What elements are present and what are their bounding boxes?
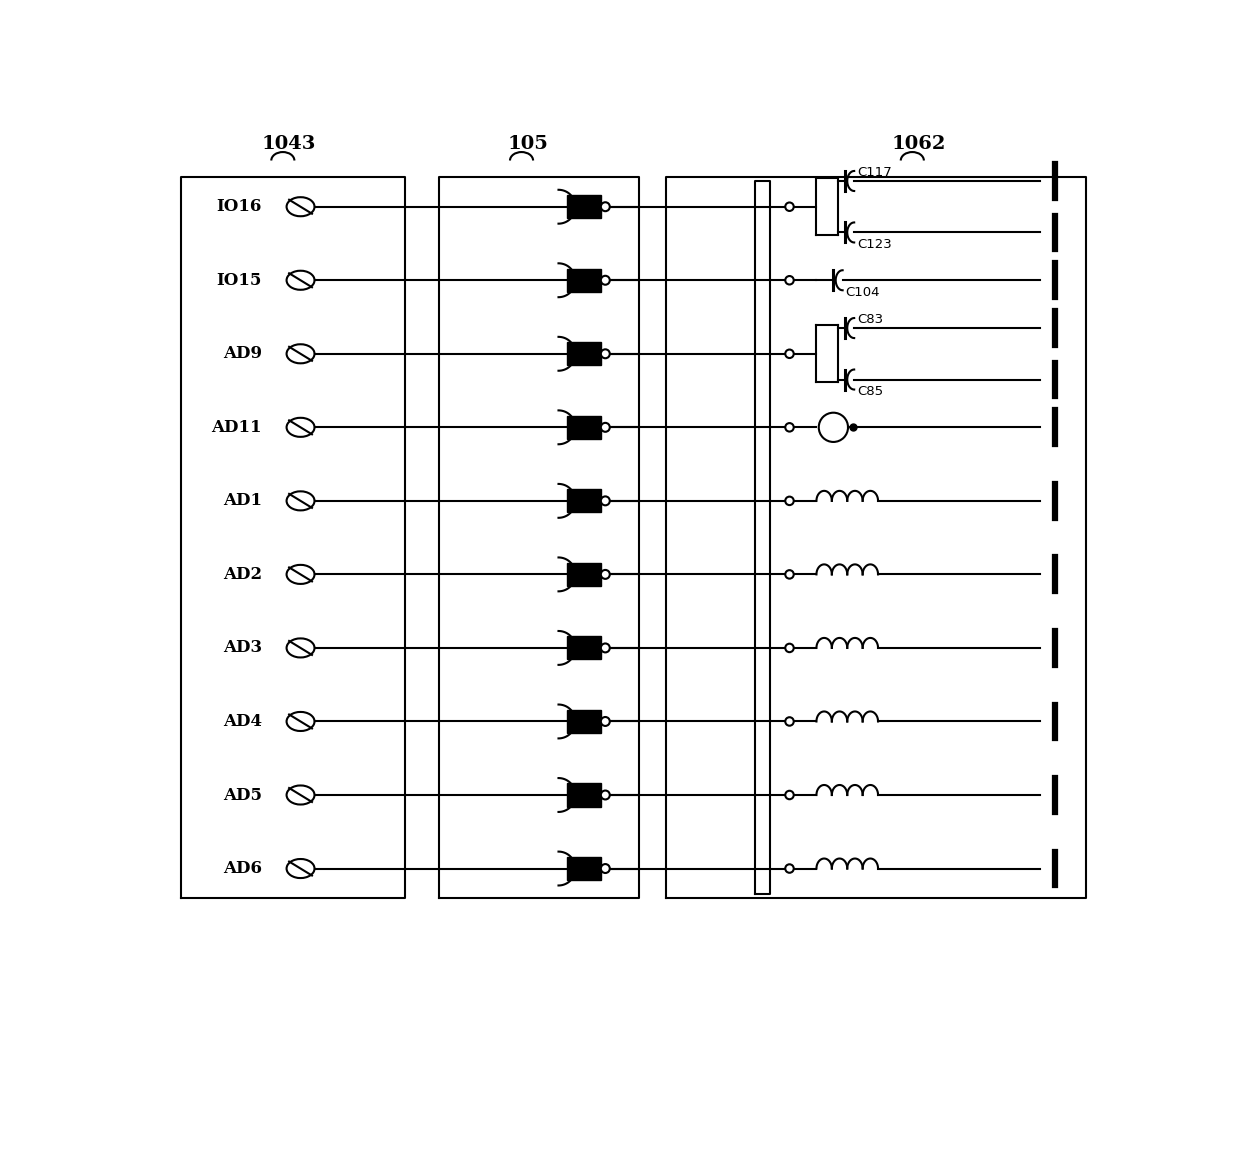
Polygon shape [567,416,601,439]
Polygon shape [567,637,601,659]
Circle shape [785,570,794,579]
Text: C117: C117 [857,167,892,179]
Circle shape [601,203,610,211]
Text: C85: C85 [857,384,883,398]
Text: 1043: 1043 [262,134,316,153]
Circle shape [601,570,610,579]
Circle shape [601,423,610,432]
Circle shape [785,644,794,652]
Text: IO15: IO15 [217,272,262,288]
Circle shape [601,791,610,799]
Circle shape [601,276,610,285]
Circle shape [785,791,794,799]
Text: C83: C83 [857,314,883,327]
Text: AD6: AD6 [223,860,262,877]
Polygon shape [567,196,601,218]
Text: AD3: AD3 [223,639,262,657]
Text: C123: C123 [857,237,892,251]
Circle shape [785,276,794,285]
Circle shape [785,864,794,873]
Polygon shape [567,710,601,733]
Circle shape [785,497,794,505]
Polygon shape [567,563,601,586]
Polygon shape [567,343,601,365]
Polygon shape [567,784,601,807]
Text: 105: 105 [507,134,548,153]
Circle shape [601,350,610,358]
Circle shape [785,350,794,358]
Text: IO16: IO16 [217,198,262,215]
Text: AD9: AD9 [223,345,262,362]
Text: AD5: AD5 [223,786,262,804]
Circle shape [785,423,794,432]
Text: AD2: AD2 [223,566,262,582]
Text: AD4: AD4 [223,713,262,730]
Circle shape [601,717,610,726]
Polygon shape [567,490,601,512]
Circle shape [785,717,794,726]
Text: AD11: AD11 [212,419,262,435]
Circle shape [601,497,610,505]
Polygon shape [567,857,601,880]
Circle shape [601,644,610,652]
Polygon shape [567,269,601,292]
Circle shape [785,203,794,211]
Text: AD1: AD1 [223,492,262,510]
Text: C104: C104 [846,286,880,299]
Circle shape [818,412,848,442]
Circle shape [601,864,610,873]
Text: 1062: 1062 [892,134,946,153]
